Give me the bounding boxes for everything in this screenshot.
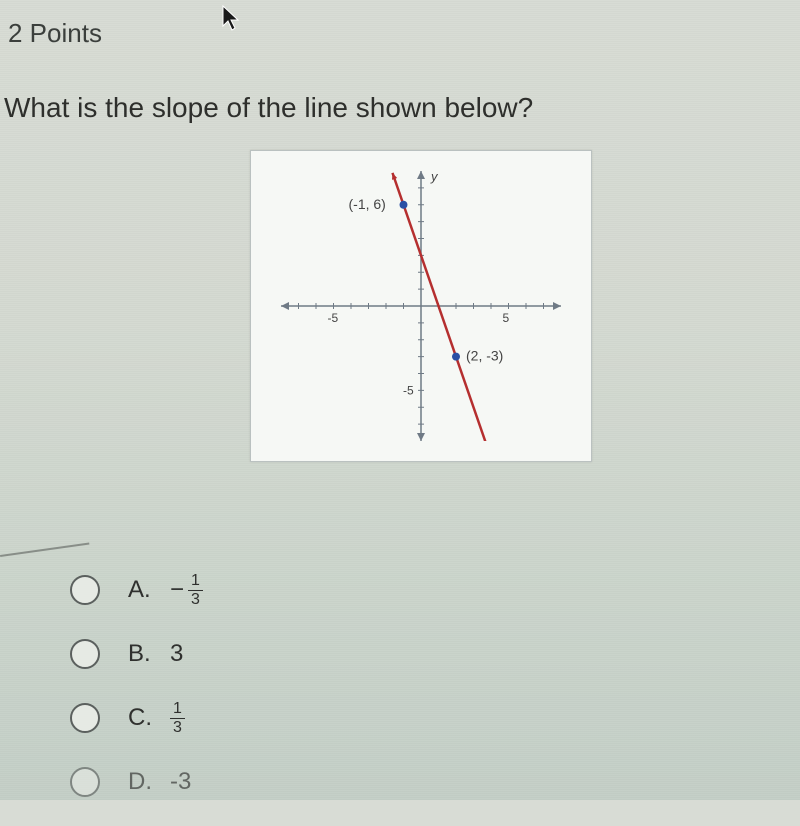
option-letter: A. (128, 576, 156, 604)
svg-text:-5: -5 (328, 311, 339, 325)
mouse-cursor-icon (220, 4, 242, 32)
answer-option-b[interactable]: B. 3 (70, 634, 203, 674)
option-value: -3 (170, 768, 191, 796)
answer-option-d[interactable]: D. -3 (70, 762, 203, 802)
option-letter: C. (128, 704, 156, 732)
radio-a[interactable] (70, 575, 100, 605)
option-letter: B. (128, 640, 156, 668)
svg-text:(2, -3): (2, -3) (466, 348, 503, 364)
radio-c[interactable] (70, 703, 100, 733)
option-value: 13 (170, 701, 185, 736)
answer-option-a[interactable]: A. − 13 (70, 570, 203, 610)
option-value: 3 (170, 640, 183, 668)
svg-text:-5: -5 (403, 383, 414, 397)
option-letter: D. (128, 768, 156, 796)
graph-svg: y -5 5 -5 (-1, 6) (2, -3) (281, 171, 561, 441)
radio-d[interactable] (70, 767, 100, 797)
option-value: − 13 (170, 573, 203, 608)
answer-option-c[interactable]: C. 13 (70, 698, 203, 738)
question-text: What is the slope of the line shown belo… (4, 92, 533, 124)
svg-text:5: 5 (503, 311, 510, 325)
coordinate-graph: y -5 5 -5 (-1, 6) (2, -3) (250, 150, 592, 462)
answer-choices: A. − 13 B. 3 C. 13 D. -3 (70, 570, 203, 826)
points-label: 2 Points (8, 18, 102, 49)
svg-text:(-1, 6): (-1, 6) (349, 196, 386, 212)
radio-b[interactable] (70, 639, 100, 669)
svg-text:y: y (430, 171, 439, 184)
